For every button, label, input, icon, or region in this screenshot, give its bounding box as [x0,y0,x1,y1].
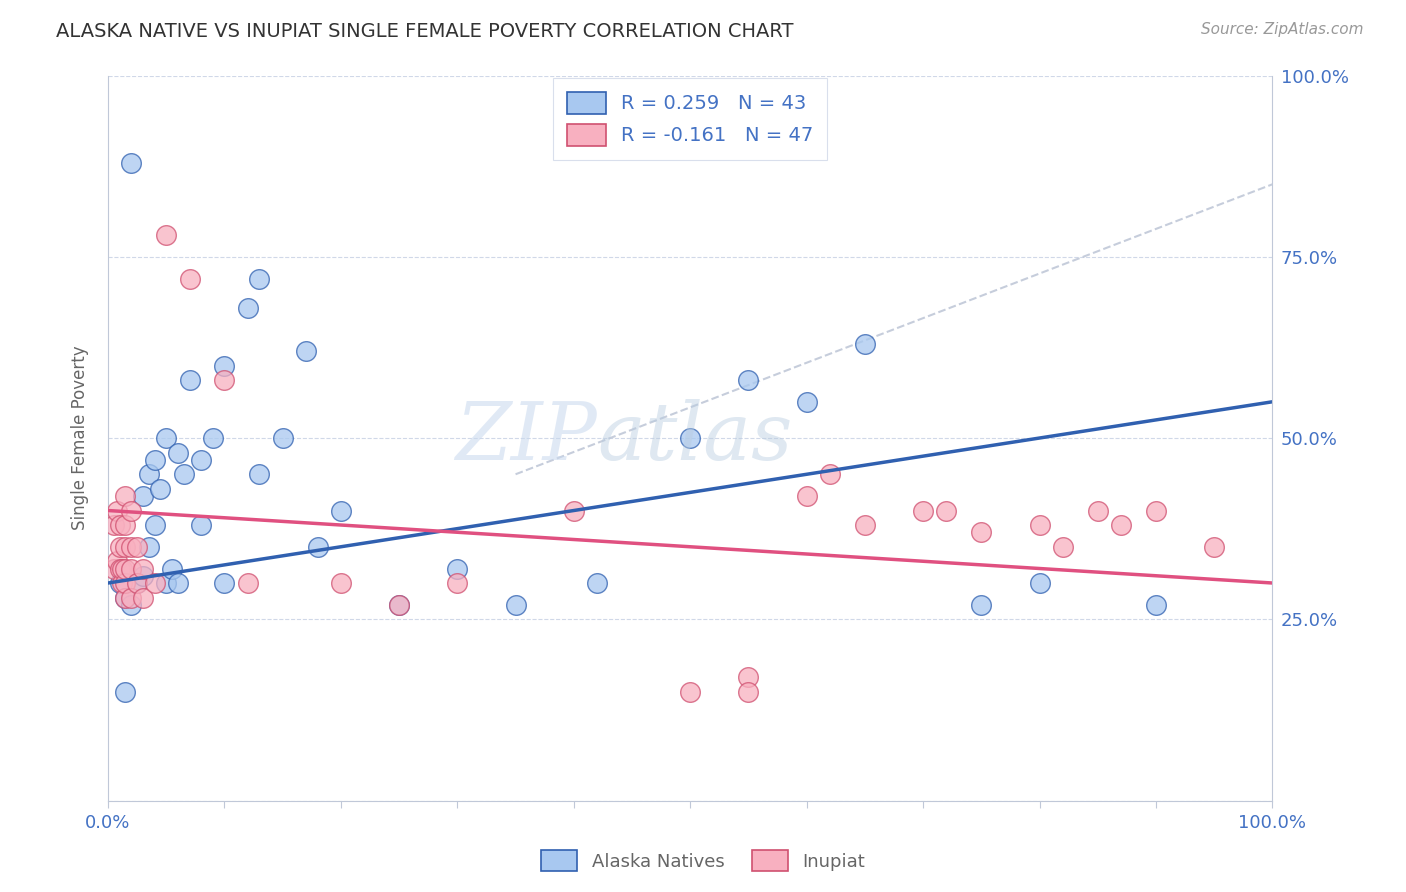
Point [201,431,224,445]
Point [586,576,609,591]
Text: ALASKA NATIVE VS INUPIAT SINGLE FEMALE POVERTY CORRELATION CHART: ALASKA NATIVE VS INUPIAT SINGLE FEMALE P… [56,22,794,41]
Point [1052,540,1074,554]
Point [132,591,155,605]
Point [1144,503,1167,517]
Point [132,568,155,582]
Point [818,467,841,482]
Point [179,271,201,285]
Point [127,576,149,591]
Point [160,561,183,575]
Point [329,576,352,591]
Point [127,540,149,554]
Point [120,591,142,605]
Point [970,598,993,612]
Point [143,452,166,467]
Point [108,518,131,533]
Point [111,561,134,575]
Point [446,576,468,591]
Point [179,373,201,387]
Point [505,598,527,612]
Point [111,576,134,591]
Point [114,540,136,554]
Text: atlas: atlas [598,400,793,476]
Point [912,503,935,517]
Point [108,576,131,591]
Point [329,503,352,517]
Point [1028,518,1050,533]
Point [138,540,160,554]
Point [108,561,131,575]
Point [173,467,195,482]
Point [132,561,155,575]
Text: Source: ZipAtlas.com: Source: ZipAtlas.com [1201,22,1364,37]
Point [853,518,876,533]
Point [127,576,149,591]
Point [120,598,142,612]
Point [307,540,329,554]
Point [446,561,468,575]
Point [214,373,236,387]
Point [853,336,876,351]
Point [214,576,236,591]
Point [388,598,411,612]
Point [114,489,136,503]
Point [236,301,259,315]
Point [167,576,190,591]
Point [114,591,136,605]
Point [295,344,318,359]
Point [114,576,136,591]
Point [120,561,142,575]
Text: ZIP: ZIP [456,400,598,476]
Point [103,561,125,575]
Point [271,431,294,445]
Point [1028,576,1050,591]
Point [970,525,993,540]
Point [214,359,236,373]
Point [935,503,957,517]
Point [149,482,172,496]
Point [138,467,160,482]
Point [105,554,128,568]
Point [155,576,177,591]
Point [114,518,136,533]
Point [167,445,190,459]
Y-axis label: Single Female Poverty: Single Female Poverty [72,346,89,531]
Point [103,518,125,533]
Point [105,503,128,517]
Point [143,576,166,591]
Point [737,670,759,684]
Point [562,503,585,517]
Point [114,685,136,699]
Point [120,503,142,517]
Point [120,155,142,169]
Legend: R = 0.259   N = 43, R = -0.161   N = 47: R = 0.259 N = 43, R = -0.161 N = 47 [554,78,827,160]
Point [114,561,136,575]
Point [679,685,702,699]
Point [1144,598,1167,612]
Point [796,489,818,503]
Point [190,452,212,467]
Point [737,373,759,387]
Point [190,518,212,533]
Point [155,227,177,242]
Legend: Alaska Natives, Inupiat: Alaska Natives, Inupiat [534,843,872,879]
Point [132,489,155,503]
Point [108,540,131,554]
Point [1204,540,1226,554]
Point [247,467,270,482]
Point [247,271,270,285]
Point [120,540,142,554]
Point [143,518,166,533]
Point [155,431,177,445]
Point [737,685,759,699]
Point [388,598,411,612]
Point [1109,518,1132,533]
Point [236,576,259,591]
Point [1087,503,1109,517]
Point [114,591,136,605]
Point [679,431,702,445]
Point [796,394,818,409]
